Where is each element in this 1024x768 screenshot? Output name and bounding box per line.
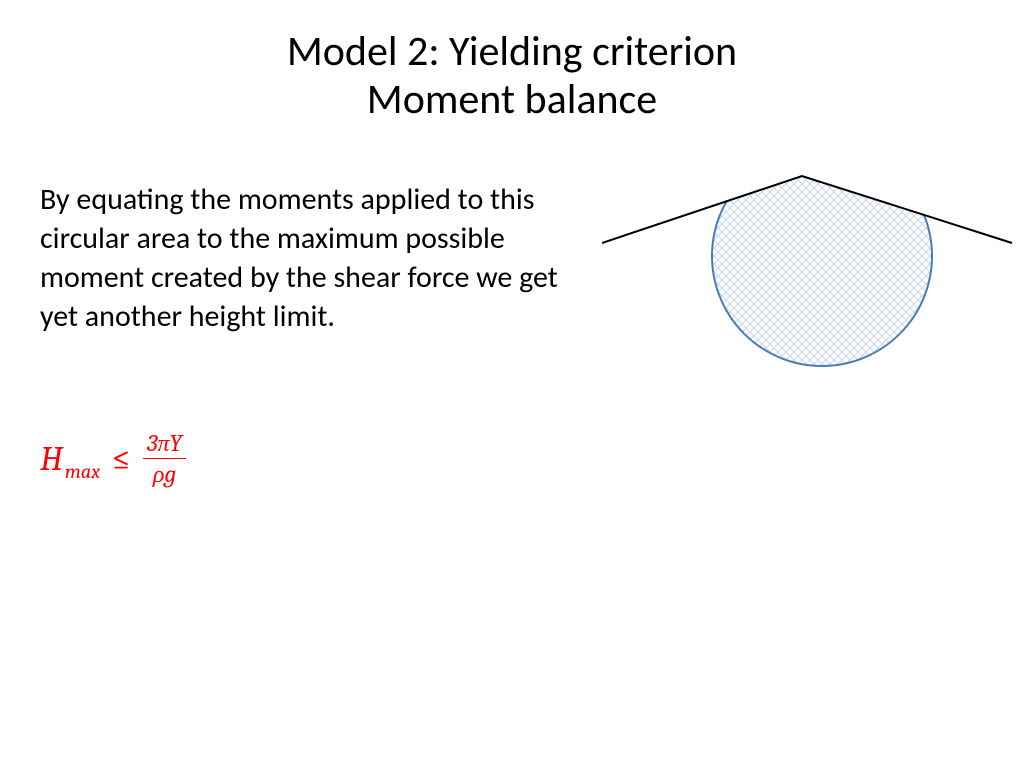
formula-operator: ≤ — [112, 439, 131, 479]
formula-denominator: ρg — [149, 459, 180, 487]
slide-title: Model 2: Yielding criterion Moment balan… — [0, 28, 1024, 125]
mountain-circle-diagram — [602, 168, 1022, 408]
body-paragraph: By equating the moments applied to this … — [40, 180, 600, 336]
title-line-1: Model 2: Yielding criterion — [0, 28, 1024, 76]
diagram-circle — [712, 168, 932, 366]
slide: Model 2: Yielding criterion Moment balan… — [0, 0, 1024, 768]
formula-numerator: 3πY — [143, 430, 186, 459]
title-line-2: Moment balance — [0, 76, 1024, 124]
formula-lhs-base: H — [40, 439, 63, 479]
height-limit-formula: H max ≤ 3πY ρg — [40, 430, 186, 488]
formula-lhs-sub: max — [65, 460, 100, 483]
